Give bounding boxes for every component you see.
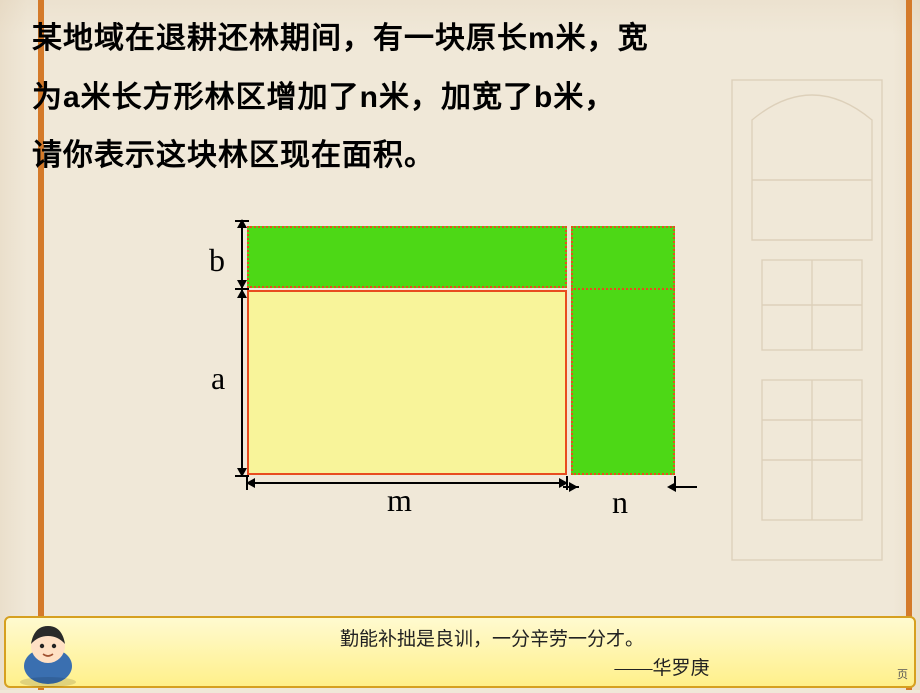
rect-top-extension	[247, 226, 567, 288]
quote-author: ——华罗庚	[90, 653, 894, 680]
dim-a-arrow-up	[237, 289, 247, 298]
dim-line-b	[241, 220, 243, 288]
dim-a-tick-mid	[235, 288, 249, 290]
quote-bar: 勤能补拙是良训，一分辛劳一分才。 ——华罗庚 页	[4, 616, 916, 688]
dim-line-a	[241, 290, 243, 476]
rect-right-extension	[571, 226, 675, 475]
avatar	[6, 616, 90, 688]
corner-divider	[571, 288, 675, 290]
quote-text-wrap: 勤能补拙是良训，一分辛劳一分才。 ——华罗庚	[90, 624, 914, 680]
label-b: b	[209, 242, 225, 279]
quote-text: 勤能补拙是良训，一分辛劳一分才。	[90, 624, 894, 651]
dim-n-tick	[674, 476, 676, 490]
problem-line-3: 请你表示这块林区现在面积。	[32, 127, 880, 186]
problem-text: 某地域在退耕还林期间，有一块原长m米，宽 为a米长方形林区增加了n米，加宽了b米…	[32, 10, 880, 186]
dim-n-lead-left	[563, 486, 579, 488]
area-diagram: b a m n	[167, 220, 727, 560]
rect-original	[247, 290, 567, 475]
problem-line-1: 某地域在退耕还林期间，有一块原长m米，宽	[32, 10, 880, 69]
label-n: n	[612, 484, 628, 521]
dim-n-lead-right	[673, 486, 697, 488]
label-m: m	[387, 482, 412, 519]
right-stripe	[906, 0, 912, 690]
label-a: a	[211, 360, 225, 397]
dim-b-tick-top	[235, 220, 249, 222]
page-footer: 页	[897, 666, 908, 682]
problem-line-2: 为a米长方形林区增加了n米，加宽了b米，	[32, 69, 880, 128]
avatar-cartoon-icon	[6, 616, 90, 688]
slide-content: 某地域在退耕还林期间，有一块原长m米，宽 为a米长方形林区增加了n米，加宽了b米…	[32, 10, 880, 600]
dim-m-tick-left	[246, 476, 248, 490]
